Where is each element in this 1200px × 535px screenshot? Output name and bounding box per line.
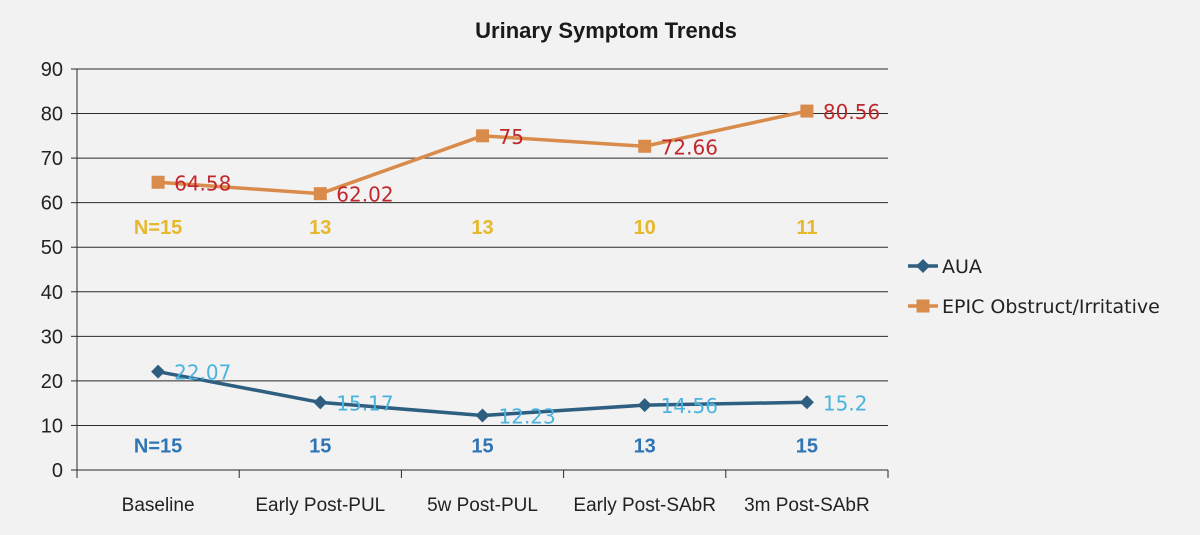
- data-point-diamond: [637, 398, 652, 413]
- chart-title: Urinary Symptom Trends: [475, 18, 737, 43]
- data-label: 15.17: [336, 391, 393, 415]
- x-category-label: Early Post-PUL: [255, 495, 385, 516]
- y-tick-label: 0: [52, 460, 63, 482]
- sample-size-labels: N=15 15 15 13 15 N=15 13 13 10 11: [134, 217, 818, 457]
- data-label: 12.23: [499, 405, 556, 429]
- series-aua: 22.07 15.17 12.23 14.56 15.2: [151, 361, 867, 429]
- sample-size-label: N=15: [134, 217, 182, 239]
- data-point-square: [476, 129, 489, 143]
- data-label: 15.2: [823, 391, 868, 415]
- sample-size-label: 13: [634, 435, 656, 457]
- y-tick-label: 50: [41, 237, 63, 259]
- data-label: 62.02: [336, 183, 393, 207]
- data-point-diamond: [313, 395, 328, 410]
- x-category-label: 3m Post-SAbR: [744, 495, 870, 516]
- data-point-square: [313, 187, 327, 201]
- data-point-diamond: [799, 395, 814, 410]
- series-epic: 64.58 62.02 75 72.66 80.56: [151, 100, 880, 207]
- y-tick-label: 40: [41, 282, 63, 304]
- data-point-diamond: [151, 364, 166, 379]
- y-tick-label: 30: [41, 326, 63, 348]
- data-point-square: [638, 139, 652, 153]
- y-tick-label: 90: [41, 59, 63, 81]
- sample-size-label: 15: [309, 435, 331, 457]
- series-layer: 22.07 15.17 12.23 14.56 15.2 64.58 62.02 75 72.6…: [151, 100, 880, 429]
- y-axis-ticks: 0 10 20 30 40 50 60 70 80 90: [41, 59, 77, 482]
- y-tick-label: 20: [41, 371, 63, 393]
- data-label: 75: [499, 125, 524, 149]
- sample-size-label: 10: [634, 217, 656, 239]
- data-label: 64.58: [174, 171, 231, 195]
- sample-size-label: 13: [471, 217, 493, 239]
- y-tick-label: 10: [41, 415, 63, 437]
- data-point-square: [151, 175, 165, 189]
- legend-item-epic: EPIC Obstruct/Irritative: [908, 296, 1160, 318]
- y-tick-label: 80: [41, 104, 63, 126]
- data-label: 14.56: [661, 394, 718, 418]
- legend: AUA EPIC Obstruct/Irritative: [908, 256, 1160, 318]
- data-label: 22.07: [174, 361, 231, 385]
- data-point-square: [800, 104, 814, 118]
- y-tick-label: 60: [41, 193, 63, 215]
- x-category-label: 5w Post-PUL: [427, 495, 538, 516]
- sample-size-label: 15: [796, 435, 818, 457]
- data-label: 80.56: [823, 100, 880, 124]
- sample-size-label: 13: [309, 217, 331, 239]
- sample-size-label: N=15: [134, 435, 182, 457]
- legend-item-aua: AUA: [908, 256, 982, 278]
- legend-marker-diamond: [916, 259, 930, 273]
- legend-label: AUA: [942, 256, 982, 278]
- x-category-label: Early Post-SAbR: [573, 495, 716, 516]
- x-category-label: Baseline: [122, 495, 195, 516]
- x-axis-categories: Baseline Early Post-PUL 5w Post-PUL Early P…: [76, 470, 889, 516]
- sample-size-label: 11: [796, 217, 817, 239]
- data-point-diamond: [475, 408, 490, 423]
- data-label: 72.66: [661, 135, 718, 159]
- axes: [76, 69, 888, 471]
- y-tick-label: 70: [41, 148, 63, 170]
- legend-label: EPIC Obstruct/Irritative: [942, 296, 1160, 318]
- legend-marker-square: [916, 299, 930, 313]
- sample-size-label: 15: [471, 435, 493, 457]
